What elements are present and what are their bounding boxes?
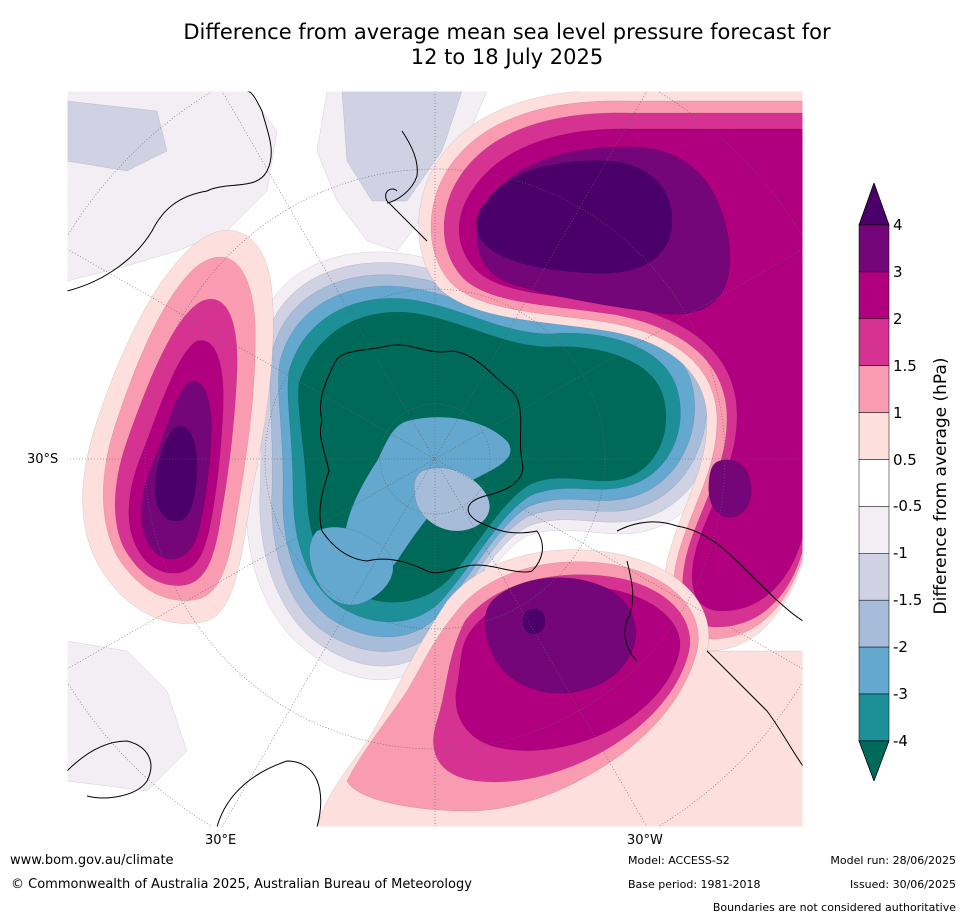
colorbar-segment	[858, 271, 890, 320]
footer-base-period: Base period: 1981-2018	[628, 878, 761, 891]
colorbar-tick-label: -1.5	[893, 591, 923, 610]
lon-label-30w: 30°W	[627, 833, 663, 848]
anomaly-contour	[309, 526, 394, 606]
colorbar-tick-label: -3	[893, 685, 908, 703]
colorbar-tick-label: 1	[893, 403, 903, 422]
colorbar	[858, 181, 890, 783]
colorbar-tick-label: -0.5	[893, 497, 923, 516]
anomaly-contour	[67, 640, 188, 792]
colorbar-segment	[858, 224, 890, 273]
colorbar-title: Difference from average (hPa)	[931, 357, 951, 615]
footer-issued: Issued: 30/06/2025	[849, 878, 956, 891]
title-line-2: 12 to 18 July 2025	[410, 45, 604, 69]
colorbar-tick-label: -2	[893, 638, 908, 657]
colorbar-graphic	[858, 181, 890, 783]
map-canvas	[67, 91, 803, 827]
lon-label-30e: 30°E	[205, 833, 237, 848]
footer-model: Model: ACCESS-S2	[628, 854, 730, 867]
new-zealand-coast	[385, 130, 428, 242]
coastlines	[67, 91, 803, 827]
footer-url[interactable]: www.bom.gov.au/climate	[10, 853, 174, 868]
anomaly-contour	[708, 459, 752, 518]
colorbar-extend-bottom	[858, 740, 890, 783]
colorbar-segment	[858, 318, 890, 366]
anomaly-contour	[154, 425, 198, 522]
negative-anomaly-light	[67, 91, 488, 792]
title-line-1: Difference from average mean sea level p…	[183, 20, 831, 44]
colorbar-segment	[858, 693, 890, 742]
map-title: Difference from average mean sea level p…	[0, 20, 965, 70]
anomaly-contour	[484, 577, 636, 694]
lat-label-30s: 30°S	[27, 452, 59, 467]
colorbar-tick-label: 4	[893, 216, 903, 234]
africa-coast	[67, 740, 322, 827]
australia-coast	[67, 91, 272, 292]
colorbar-segment	[858, 506, 890, 554]
pressure-anomaly-map	[67, 91, 803, 827]
anomaly-contour	[67, 100, 168, 172]
antarctica-coast	[319, 344, 543, 574]
colorbar-segment	[858, 646, 890, 695]
colorbar-segment	[858, 412, 890, 460]
positive-anomaly-indian-ocean	[82, 230, 274, 624]
colorbar-tick-label: 2	[893, 309, 903, 328]
south-america-coast	[616, 521, 803, 662]
colorbar-segment	[858, 553, 890, 601]
colorbar-extend-top	[858, 181, 890, 226]
colorbar-segment	[858, 599, 890, 648]
colorbar-segment	[858, 459, 890, 507]
anomaly-contour	[476, 160, 673, 274]
colorbar-tick-label: -4	[893, 731, 908, 750]
colorbar-tick-label: -1	[893, 544, 908, 563]
colorbar-tick-label: 3	[893, 262, 903, 281]
colorbar-tick-label: 0.5	[893, 450, 917, 469]
footer-disclaimer: Boundaries are not considered authoritat…	[712, 901, 956, 914]
graticule	[67, 91, 803, 827]
america-coast-east	[706, 650, 803, 767]
footer-model-run: Model run: 28/06/2025	[830, 854, 956, 867]
anomaly-contour	[522, 608, 546, 635]
colorbar-segment	[858, 365, 890, 413]
footer-copyright: © Commonwealth of Australia 2025, Austra…	[11, 877, 472, 892]
colorbar-tick-label: 1.5	[893, 356, 917, 375]
anomaly-contour	[341, 91, 463, 202]
